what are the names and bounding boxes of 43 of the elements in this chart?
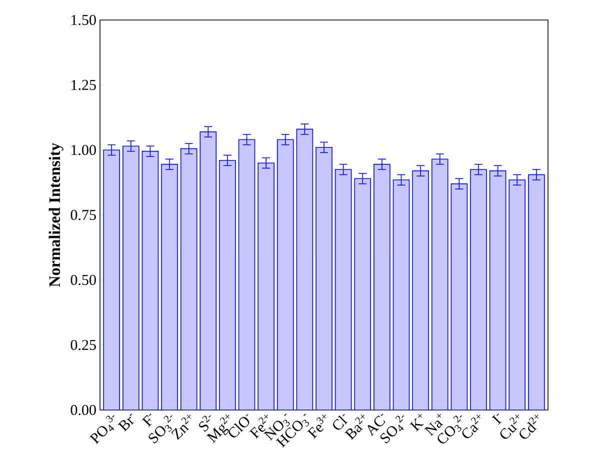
y-tick-label: 0.75 [70, 210, 96, 220]
bar [200, 131, 217, 410]
y-axis-title: Normalized Intensity [48, 142, 64, 287]
bar [508, 179, 526, 410]
bar [219, 160, 236, 410]
x-tick-label: Zn$^{2+}$ [171, 414, 191, 440]
bar [142, 150, 159, 410]
bar [470, 169, 487, 410]
bar [431, 158, 448, 410]
bar [450, 183, 468, 410]
y-tick-label: 1.00 [72, 144, 96, 156]
bar [296, 129, 313, 410]
x-tick-label: Cu$^{2+}$ [500, 414, 520, 439]
bar [277, 140, 294, 410]
bar [489, 170, 506, 410]
bar [354, 178, 372, 410]
bar [122, 146, 140, 410]
bar [258, 162, 274, 410]
x-tick-label: PO$_{4}$3- [89, 415, 114, 444]
x-tick-label: Fe$^{3+}$ [307, 414, 326, 439]
x-tick-label: F$^{-}$ [142, 414, 152, 427]
bar [161, 164, 178, 410]
x-tick-label: Cd$^{2+}$ [520, 414, 538, 439]
bar [392, 179, 410, 410]
bar [103, 150, 120, 410]
bar [180, 148, 198, 410]
bar [316, 146, 332, 410]
x-tick-label: S$^{2-}$ [199, 415, 211, 432]
y-tick-label: 1.50 [72, 14, 96, 26]
y-tick-label: 0.50 [70, 274, 96, 286]
bar [528, 174, 545, 410]
x-tick-label: ClO$^{-}$ [228, 414, 250, 438]
bar [374, 164, 390, 410]
y-tick-label: 0.25 [70, 340, 96, 350]
x-tick-label: Br$^{-}$ [118, 414, 134, 432]
y-tick-label: 0.00 [70, 404, 96, 416]
x-tick-label: I$^{-}$ [492, 414, 502, 425]
x-tick-label: Ca$^{2+}$ [462, 414, 480, 438]
x-tick-label: K$^{+}$ [410, 414, 424, 432]
bar [334, 169, 352, 410]
bar [412, 170, 429, 410]
bar [238, 140, 255, 410]
y-tick-label: 1.25 [72, 80, 96, 90]
